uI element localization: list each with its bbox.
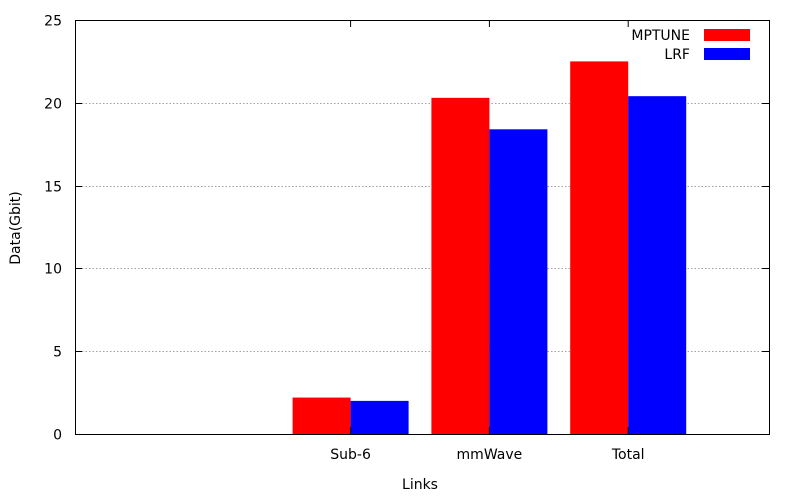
bar-lrf-sub-6 [350, 400, 409, 434]
x-axis-label: Links [402, 477, 438, 493]
x-tick-labels: Sub-6 mmWave Total [330, 447, 644, 463]
legend-label: LRF [664, 47, 690, 63]
bar-lrf-total [628, 96, 687, 435]
x-tick-label: mmWave [457, 447, 523, 463]
bar-mptune-sub-6 [292, 397, 351, 434]
legend: MPTUNE LRF [631, 28, 750, 63]
y-tick-label: 5 [53, 345, 62, 361]
y-tick-label: 15 [44, 180, 62, 196]
x-tick-label: Total [611, 447, 645, 463]
y-tick-label: 0 [53, 428, 62, 444]
bar-mptune-total [570, 61, 629, 435]
bars [292, 61, 687, 435]
legend-swatch [704, 29, 750, 41]
y-tick-label: 20 [44, 97, 62, 113]
bar-lrf-mmwave [489, 129, 548, 434]
legend-label: MPTUNE [631, 28, 690, 44]
plot-frame [75, 20, 770, 435]
x-tick-label: Sub-6 [330, 447, 371, 463]
bar-mptune-mmwave [431, 97, 490, 434]
y-tick-label: 10 [44, 262, 62, 278]
y-axis-label: Data(Gbit) [8, 191, 24, 264]
legend-swatch [704, 48, 750, 60]
y-tick-label: 25 [44, 14, 62, 30]
axis-ticks: 0 5 10 15 20 25 [44, 14, 769, 444]
